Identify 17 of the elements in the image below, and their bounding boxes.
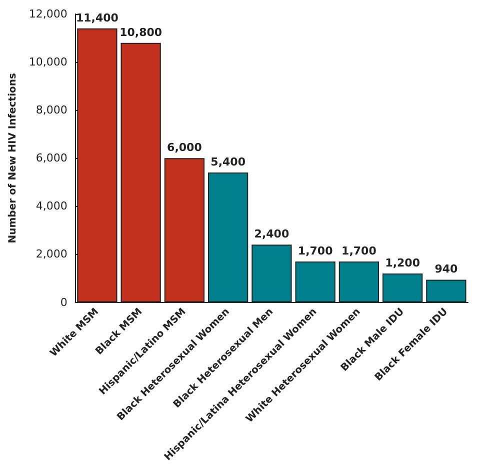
data-label: 2,400 <box>254 228 290 241</box>
y-tick-label: 2,000 <box>36 248 68 261</box>
y-tick-label: 12,000 <box>28 8 68 20</box>
data-label: 940 <box>434 262 458 276</box>
data-label: 10,800 <box>120 26 162 39</box>
data-label: 1,200 <box>385 256 420 270</box>
y-tick-label: 4,000 <box>36 200 68 213</box>
y-tick-label: 6,000 <box>36 152 68 165</box>
data-label: 1,700 <box>298 244 334 258</box>
y-axis-title: Number of New HIV Infections <box>8 73 18 244</box>
data-label: 6,000 <box>167 141 202 154</box>
data-label: 1,700 <box>342 244 377 258</box>
data-label: 11,400 <box>76 11 119 24</box>
y-tick-label: 0 <box>60 296 68 309</box>
y-tick-label: 8,000 <box>36 104 68 117</box>
data-label: 5,400 <box>210 156 246 169</box>
y-tick-label: 10,000 <box>28 56 68 69</box>
